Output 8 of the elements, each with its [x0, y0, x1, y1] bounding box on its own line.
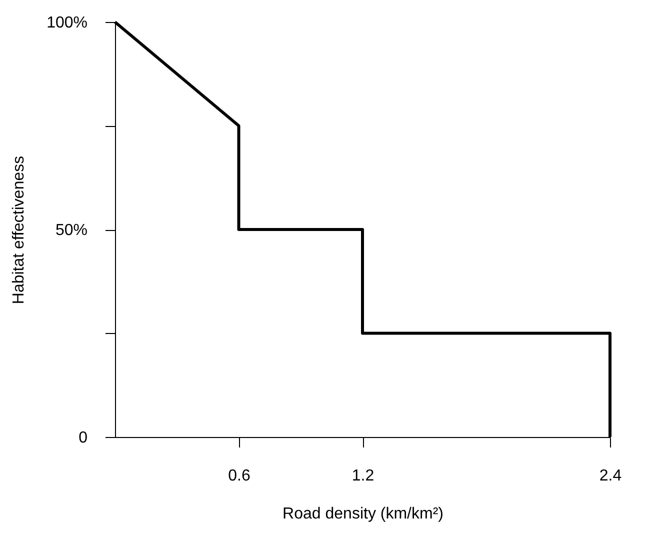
x-axis-title: Road density (km/km²) [282, 506, 444, 522]
x-tick-label: 1.2 [352, 468, 374, 484]
y-tick-label: 50% [55, 222, 88, 239]
x-tick-label: 2.4 [599, 468, 622, 484]
y-tick-label: 0 [78, 430, 88, 446]
x-tick-label: 0.6 [228, 468, 250, 484]
y-axis-title: Habitat effectiveness [10, 156, 28, 304]
y-tick-label: 100% [46, 14, 88, 32]
